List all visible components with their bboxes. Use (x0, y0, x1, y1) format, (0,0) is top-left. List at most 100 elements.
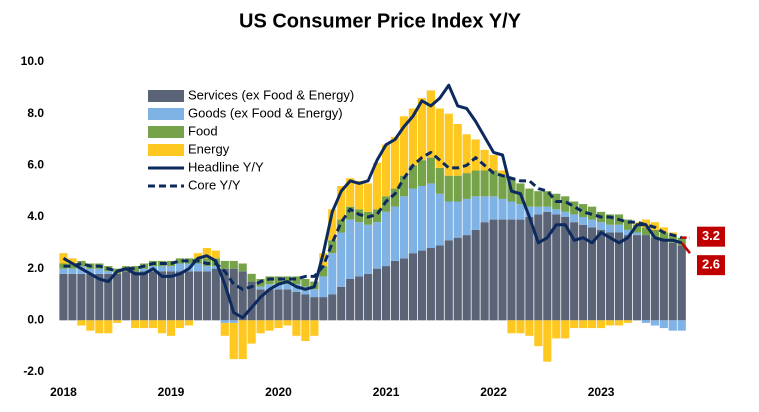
bar (614, 224, 624, 233)
bar (525, 320, 534, 336)
bar (229, 268, 238, 321)
bar (426, 157, 435, 184)
bar (507, 320, 516, 334)
bar (543, 211, 552, 321)
bar (113, 320, 122, 323)
bar (310, 320, 319, 336)
bar (328, 294, 337, 321)
bar (175, 271, 185, 321)
bar (579, 224, 588, 321)
bar (632, 235, 642, 321)
bar (435, 193, 444, 246)
bar (650, 237, 659, 321)
bar (659, 240, 668, 321)
bar (68, 268, 77, 274)
bar (552, 214, 561, 321)
bar (462, 198, 471, 236)
bar (516, 219, 525, 321)
bar (211, 266, 220, 269)
legend-label: Headline Y/Y (188, 159, 264, 174)
bar (283, 289, 292, 321)
bar (381, 266, 391, 321)
bar (480, 170, 489, 197)
bar (166, 266, 176, 272)
y-tick-label: 0.0 (27, 313, 44, 327)
bar (175, 320, 185, 329)
bar (175, 258, 185, 264)
bar (605, 224, 615, 233)
bar (534, 191, 543, 207)
bar (471, 139, 480, 171)
bar (498, 170, 507, 176)
bar (677, 245, 686, 321)
annotation-line (680, 242, 691, 254)
bar (364, 183, 373, 212)
bar (453, 175, 462, 202)
bar (337, 219, 346, 233)
bar (489, 196, 498, 220)
bar (453, 237, 462, 321)
bar (570, 222, 579, 321)
y-tick-label: 8.0 (27, 106, 44, 120)
bar (95, 268, 104, 274)
bar (319, 266, 328, 277)
bar (480, 196, 489, 223)
bar (543, 320, 552, 362)
bar (552, 320, 561, 339)
bar (247, 281, 256, 321)
line (63, 150, 683, 291)
bar (516, 320, 525, 334)
bar (570, 214, 579, 223)
bar (184, 271, 194, 321)
bar (337, 232, 346, 287)
bar (399, 258, 409, 321)
x-tick-label: 2018 (50, 385, 77, 399)
bar (104, 271, 113, 274)
bar (122, 271, 131, 321)
bar (95, 320, 104, 334)
bar (319, 297, 328, 321)
bar (274, 284, 283, 290)
bar (86, 268, 95, 274)
bar (444, 201, 453, 241)
bar (238, 271, 247, 321)
bar (462, 173, 471, 199)
bar (489, 155, 498, 171)
bar (525, 217, 534, 321)
bar (390, 136, 400, 189)
bar (184, 258, 194, 264)
bar (561, 196, 570, 212)
bar (381, 144, 391, 197)
bar (355, 276, 364, 321)
bar (77, 320, 86, 326)
bar (399, 116, 409, 176)
bar (579, 320, 588, 329)
y-tick-label: -2.0 (23, 364, 44, 378)
bar (588, 227, 597, 321)
bar (435, 108, 444, 168)
bar (623, 235, 633, 321)
bar (650, 229, 659, 238)
bar (552, 209, 561, 215)
bar (364, 224, 373, 274)
bar (292, 276, 301, 285)
bar (444, 113, 453, 176)
bar (166, 271, 176, 321)
bar (256, 286, 265, 290)
legend-swatch (148, 126, 184, 138)
bar (337, 186, 346, 220)
bar (381, 211, 391, 267)
bar (507, 219, 516, 321)
y-tick-label: 6.0 (27, 158, 44, 172)
bar (390, 260, 400, 321)
bar (148, 320, 158, 329)
bar (301, 279, 310, 287)
bar (202, 248, 211, 259)
legend-label: Food (188, 123, 218, 138)
bar (632, 224, 642, 233)
bar (408, 188, 418, 254)
bar (184, 320, 194, 326)
bar (426, 248, 435, 321)
